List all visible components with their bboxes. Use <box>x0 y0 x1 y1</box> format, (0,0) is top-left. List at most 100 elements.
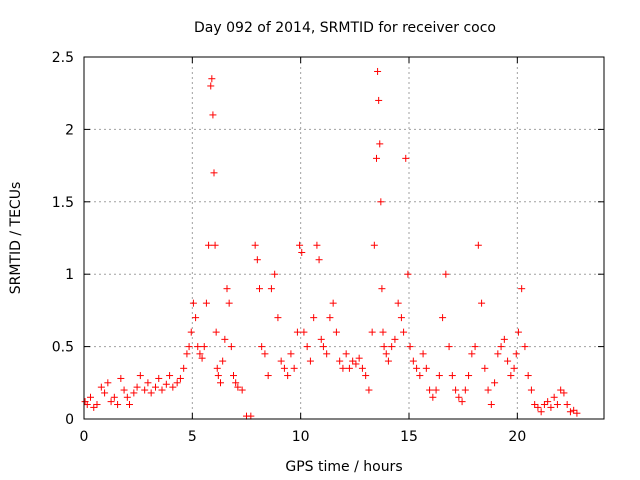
grid <box>84 57 604 419</box>
data-point <box>416 372 424 380</box>
x-axis-title: GPS time / hours <box>285 459 402 475</box>
data-point <box>332 328 340 336</box>
x-tick-labels: 0 5 10 15 20 <box>80 429 527 445</box>
data-point <box>277 357 285 365</box>
data-point <box>147 389 155 397</box>
data-point <box>458 398 466 406</box>
x-tick-label: 5 <box>188 429 197 445</box>
data-point <box>478 299 486 307</box>
data-point <box>497 343 505 351</box>
data-point <box>93 401 101 409</box>
x-tick-label: 20 <box>508 429 526 445</box>
data-point <box>280 364 288 372</box>
data-point <box>388 343 396 351</box>
data-point <box>382 350 390 358</box>
data-point <box>550 393 558 401</box>
data-point <box>230 372 237 380</box>
data-point <box>448 372 456 380</box>
data-point <box>521 343 529 351</box>
data-point <box>293 328 301 336</box>
data-point <box>117 374 125 382</box>
data-point <box>547 403 555 411</box>
y-tick-label: 1 <box>65 267 74 283</box>
data-point <box>187 328 195 336</box>
data-point <box>123 393 131 401</box>
data-point <box>534 403 542 411</box>
data-point <box>251 241 259 249</box>
data-point <box>83 401 91 409</box>
data-point <box>298 248 306 256</box>
data-point <box>442 270 450 278</box>
data-point <box>471 343 479 351</box>
data-point <box>374 67 382 75</box>
data-point <box>404 270 412 278</box>
data-point <box>370 241 378 249</box>
data-point <box>336 357 344 365</box>
data-point <box>284 372 292 380</box>
data-point <box>126 401 133 409</box>
data-point <box>185 343 193 351</box>
data-point <box>455 393 463 401</box>
data-point <box>461 386 469 394</box>
data-point <box>402 154 410 162</box>
data-point <box>205 241 213 249</box>
data-point <box>342 350 350 358</box>
data-point <box>176 374 184 382</box>
data-point <box>378 285 386 293</box>
data-point <box>481 364 489 372</box>
data-point <box>518 285 526 293</box>
data-point <box>97 383 105 391</box>
data-point <box>290 364 298 372</box>
data-point <box>373 154 380 162</box>
data-point <box>400 328 408 336</box>
data-point <box>409 357 417 365</box>
data-point <box>527 386 535 394</box>
data-point <box>358 364 366 372</box>
data-point <box>426 386 434 394</box>
data-point <box>352 360 360 368</box>
data-point <box>563 401 571 409</box>
data-point <box>512 350 520 358</box>
data-point <box>349 357 357 365</box>
data-point <box>544 398 552 406</box>
data-point <box>287 350 295 358</box>
data-point <box>306 357 314 365</box>
data-point <box>110 393 118 401</box>
data-point <box>264 372 272 380</box>
data-point <box>487 401 495 409</box>
data-point <box>217 379 224 387</box>
data-point <box>232 379 240 387</box>
data-point <box>209 111 217 119</box>
data-point <box>429 393 437 401</box>
y-tick-label: 0 <box>65 412 74 428</box>
data-point <box>152 383 159 391</box>
data-point <box>379 328 387 336</box>
data-point <box>158 386 166 394</box>
data-point <box>413 364 421 372</box>
data-point <box>141 386 149 394</box>
data-point <box>504 357 512 365</box>
data-point <box>271 270 279 278</box>
data-point <box>211 241 219 249</box>
x-tick-label: 15 <box>400 429 418 445</box>
data-point <box>310 314 318 322</box>
data-point <box>507 372 515 380</box>
data-point <box>355 354 363 362</box>
data-point <box>380 343 388 351</box>
data-point <box>553 401 561 409</box>
data-point <box>227 343 235 351</box>
x-tick-label: 0 <box>80 429 89 445</box>
data-point <box>500 335 508 343</box>
x-tick-label: 10 <box>292 429 310 445</box>
data-point <box>465 372 473 380</box>
data-point <box>452 386 460 394</box>
data-point <box>376 140 384 148</box>
data-point <box>114 401 122 409</box>
data-point <box>133 383 141 391</box>
data-point <box>303 343 311 351</box>
data-point <box>183 350 191 358</box>
data-point <box>319 343 327 351</box>
data-point <box>225 299 233 307</box>
data-point <box>162 380 170 388</box>
